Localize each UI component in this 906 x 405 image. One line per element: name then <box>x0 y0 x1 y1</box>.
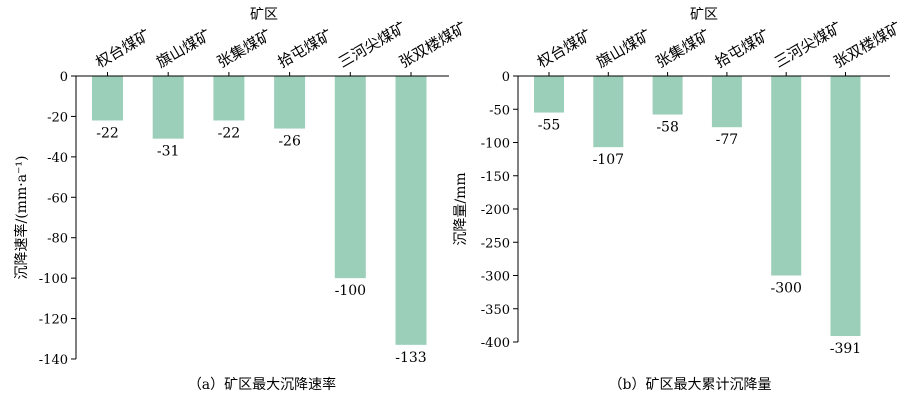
chart0-category-label-5: 张双楼煤矿 <box>396 18 470 71</box>
chart0-category-label-3: 拾屯煤矿 <box>275 26 336 72</box>
chart1-category-label-3: 拾屯煤矿 <box>712 26 773 72</box>
chart0-x-axis-title: 矿区 <box>250 7 278 23</box>
chart1-bar-2 <box>652 76 683 115</box>
chart1-group: -55 -107 -58 -77 -300 -391 0 -50 -100 -150 -200 -25… <box>453 7 904 393</box>
chart0-y-tick-label-6: -120 <box>39 313 68 328</box>
chart1-bar-5 <box>830 76 861 337</box>
chart1-y-tick-label-5: -250 <box>481 236 510 251</box>
chart1-data-label-0: -55 <box>538 118 561 134</box>
chart0-bar-3 <box>274 76 306 129</box>
chart0-y-tick-label-7: -140 <box>39 353 68 368</box>
chart0-bar-0 <box>92 76 123 121</box>
chart1-category-label-1: 旗山煤矿 <box>593 26 654 72</box>
chart0-data-label-3: -26 <box>278 134 301 150</box>
chart0-bar-1 <box>152 76 184 139</box>
chart1-data-label-1: -107 <box>593 152 624 168</box>
chart1-y-tick-label-7: -350 <box>481 303 510 318</box>
chart0-y-axis-title: 沉降速率/(mm·a⁻¹) <box>13 156 30 280</box>
chart0-data-label-1: -31 <box>157 144 180 160</box>
chart0-data-label-5: -133 <box>395 350 426 366</box>
chart0-bar-5 <box>395 76 427 345</box>
chart0-group: -22 -31 -22 -26 -100 -133 0 -20 -40 -60 -80 -100 -12… <box>13 7 470 393</box>
chart1-data-label-4: -300 <box>770 281 801 297</box>
chart0-data-label-0: -22 <box>96 125 119 141</box>
chart1-category-label-2: 张集煤矿 <box>653 26 714 72</box>
chart1-y-tick-label-2: -100 <box>481 137 510 152</box>
chart0-y-tick-label-2: -40 <box>47 151 68 166</box>
chart0-caption: （a）矿区最大沉降速率 <box>188 376 336 393</box>
chart1-data-label-3: -77 <box>716 132 739 148</box>
chart0-y-tick-label-0: 0 <box>60 70 68 85</box>
chart0-category-label-0: 权台煤矿 <box>93 26 154 72</box>
chart0-category-label-2: 张集煤矿 <box>214 26 275 72</box>
chart1-category-label-5: 张双楼煤矿 <box>831 18 905 71</box>
chart1-y-tick-label-6: -300 <box>481 270 510 285</box>
chart0-category-label-4: 三河尖煤矿 <box>335 18 409 71</box>
chart0-y-tick-label-3: -60 <box>47 191 68 206</box>
chart0-y-tick-label-1: -20 <box>47 110 68 125</box>
chart1-y-tick-label-0: 0 <box>502 70 510 85</box>
chart1-bar-0 <box>534 76 564 113</box>
chart1-y-axis-title: 沉降量/mm <box>453 172 469 245</box>
chart0-y-tick-label-4: -80 <box>47 232 68 247</box>
chart0-data-label-2: -22 <box>218 125 241 141</box>
chart1-category-label-0: 权台煤矿 <box>534 26 595 72</box>
chart1-data-label-2: -58 <box>656 120 679 136</box>
chart1-bar-4 <box>771 76 802 276</box>
chart0-category-label-1: 旗山煤矿 <box>153 26 214 72</box>
chart1-data-label-5: -391 <box>830 341 861 357</box>
chart1-y-tick-label-1: -50 <box>489 103 510 118</box>
chart1-y-tick-label-8: -400 <box>481 336 510 351</box>
chart0-y-tick-label-5: -100 <box>39 272 68 287</box>
chart0-bar-4 <box>334 76 366 279</box>
chart1-bar-1 <box>593 76 624 148</box>
chart1-bar-3 <box>711 76 742 128</box>
chart1-y-tick-label-4: -200 <box>481 203 510 218</box>
chart0-data-label-4: -100 <box>335 283 366 299</box>
chart1-y-tick-label-3: -150 <box>481 170 510 185</box>
chart1-caption: （b）矿区最大累计沉降量 <box>609 377 772 393</box>
chart1-x-axis-title: 矿区 <box>690 7 718 23</box>
chart0-bar-2 <box>213 76 245 121</box>
